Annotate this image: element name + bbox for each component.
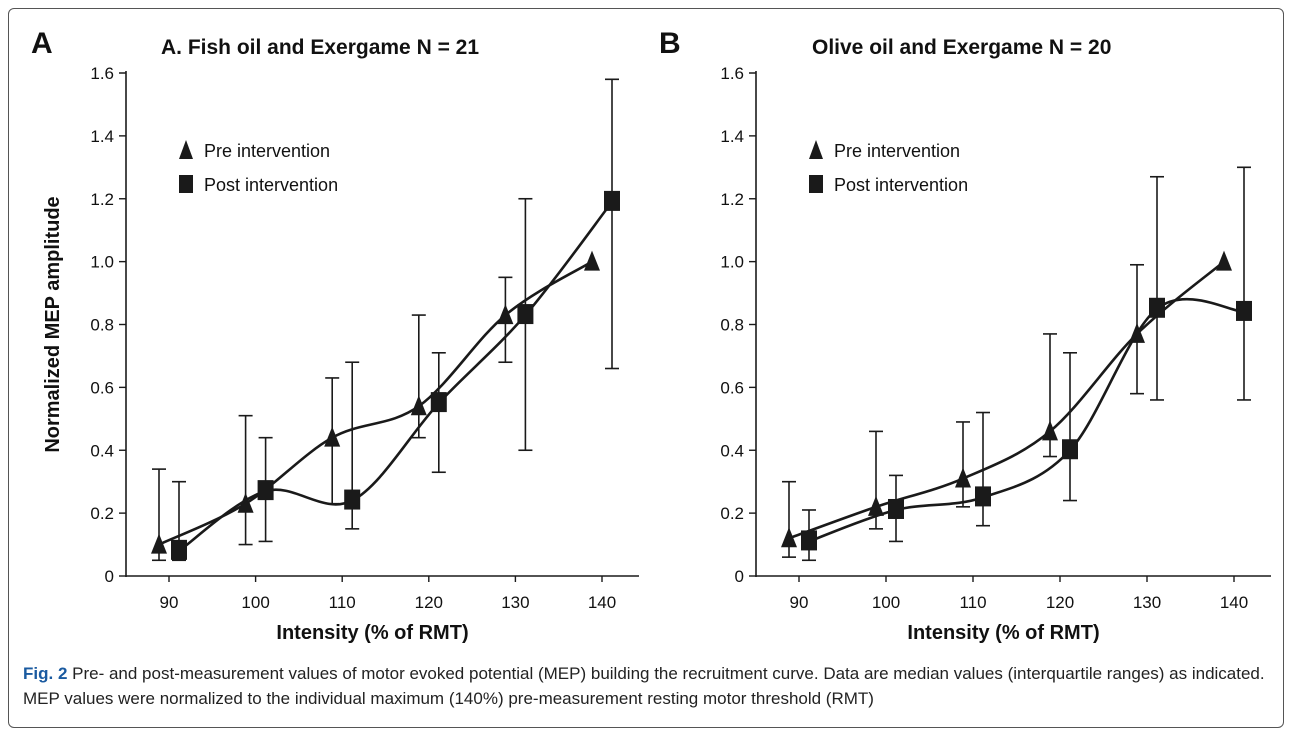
data-point-pre: [781, 527, 797, 548]
data-point-pre: [151, 533, 167, 554]
data-point-pre: [324, 426, 341, 447]
y-tick-label: 1.4: [90, 127, 114, 146]
y-tick-label: 0: [105, 567, 114, 586]
legend-marker-square: [809, 175, 823, 193]
y-tick-label: 1.6: [720, 64, 744, 83]
panel-title: A. Fish oil and Exergame N = 21: [161, 36, 479, 59]
x-tick-label: 140: [1220, 593, 1248, 612]
legend-label: Post intervention: [834, 175, 968, 195]
data-point-pre: [497, 304, 514, 325]
data-point-post: [888, 498, 904, 519]
chart-panel-a: A A. Fish oil and Exergame N = 21 0 0.2 0.4 0…: [31, 27, 639, 644]
legend-marker-triangle: [179, 140, 193, 159]
x-tick-label: 100: [241, 593, 269, 612]
legend-label: Post intervention: [204, 175, 338, 195]
data-point-post: [257, 480, 274, 501]
legend-label: Pre intervention: [204, 141, 330, 161]
data-point-pre: [868, 495, 884, 516]
panel-letter: A: [31, 27, 53, 60]
y-tick-label: 0: [735, 567, 744, 586]
x-tick-label: 90: [790, 593, 809, 612]
data-point-post: [801, 530, 817, 551]
data-point-post: [1149, 297, 1165, 318]
y-tick-label: 0.2: [90, 504, 114, 523]
data-point-post: [1062, 439, 1078, 460]
data-point-post: [604, 190, 620, 211]
x-tick-label: 100: [872, 593, 900, 612]
x-tick-label: 130: [501, 593, 529, 612]
x-tick-label: 130: [1133, 593, 1161, 612]
y-tick-label: 0.4: [90, 441, 114, 460]
figure-frame: A A. Fish oil and Exergame N = 21 0 0.2 0.4 0…: [8, 8, 1284, 728]
x-tick-label: 140: [588, 593, 616, 612]
figure-svg: A A. Fish oil and Exergame N = 21 0 0.2 0.4 0…: [31, 27, 1271, 644]
figure-caption: Fig. 2 Pre- and post-measurement values …: [23, 661, 1273, 711]
y-axis-title: Normalized MEP amplitude: [42, 196, 64, 452]
data-point-pre: [1042, 420, 1058, 441]
panel-letter: B: [659, 27, 681, 60]
y-tick-label: 1.0: [720, 253, 744, 272]
data-point-post: [517, 304, 534, 325]
x-tick-label: 120: [1046, 593, 1074, 612]
data-point-post: [171, 539, 187, 560]
y-tick-label: 1.6: [90, 64, 114, 83]
legend-marker-triangle: [809, 140, 823, 159]
data-point-pre: [955, 467, 971, 488]
data-point-pre: [584, 250, 600, 271]
data-point-post: [430, 392, 447, 413]
y-tick-label: 0.8: [90, 316, 114, 335]
x-tick-label: 110: [329, 593, 356, 612]
y-tick-label: 1.2: [720, 190, 744, 209]
data-point-post: [975, 486, 991, 507]
chart-panel-b: B Olive oil and Exergame N = 20 0 0.2 0.4 0.6…: [659, 27, 1271, 644]
data-point-post: [1236, 300, 1252, 321]
data-point-post: [344, 489, 361, 510]
x-tick-label: 110: [959, 593, 986, 612]
series-line-pre: [158, 260, 593, 546]
legend-label: Pre intervention: [834, 141, 960, 161]
panel-title: Olive oil and Exergame N = 20: [812, 36, 1111, 59]
x-axis-title: Intensity (% of RMT): [907, 622, 1099, 644]
caption-label: Fig. 2: [23, 664, 68, 683]
caption-text: Pre- and post-measurement values of moto…: [23, 664, 1265, 708]
y-tick-label: 0.6: [90, 378, 114, 397]
x-tick-label: 90: [160, 593, 179, 612]
y-tick-label: 1.2: [90, 190, 114, 209]
data-point-pre: [237, 492, 254, 513]
y-tick-label: 0.4: [720, 441, 744, 460]
y-tick-label: 0.6: [720, 378, 744, 397]
data-point-pre: [410, 395, 427, 416]
y-tick-label: 1.4: [720, 127, 744, 146]
data-point-pre: [1216, 250, 1232, 271]
y-tick-label: 0.2: [720, 504, 744, 523]
y-tick-label: 1.0: [90, 253, 114, 272]
x-axis-title: Intensity (% of RMT): [276, 622, 468, 644]
x-tick-label: 120: [415, 593, 443, 612]
y-tick-label: 0.8: [720, 316, 744, 335]
legend-marker-square: [179, 175, 193, 193]
